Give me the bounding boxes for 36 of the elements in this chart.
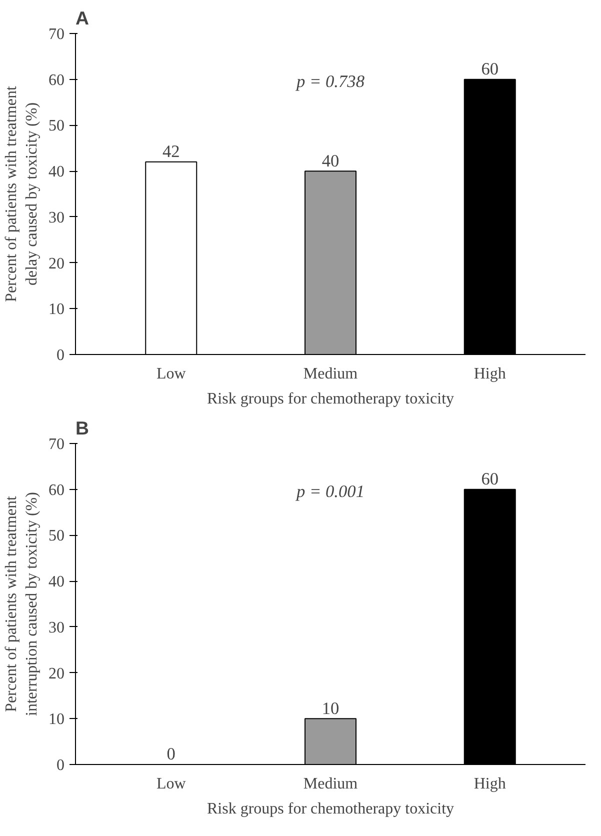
y-tick-label: 40 <box>48 164 64 181</box>
x-tick-label: Medium <box>303 366 358 382</box>
x-tick-label: Low <box>156 776 186 792</box>
data-label: 60 <box>481 60 499 79</box>
y-tick-label: 70 <box>48 26 64 43</box>
y-tick-label: 10 <box>48 711 64 728</box>
y-axis-title: Percent of patients with treatment delay caused by toxicity (%) <box>3 85 40 302</box>
y-tick-label: 50 <box>48 528 64 545</box>
data-label: 10 <box>322 698 340 718</box>
y-tick-label: 10 <box>48 301 64 318</box>
y-tick-label: 70 <box>48 436 64 453</box>
x-axis-title: Risk groups for chemotherapy toxicity <box>206 800 454 818</box>
x-axis-title: Risk groups for chemotherapy toxicity <box>206 390 454 408</box>
y-tick-label: 0 <box>56 757 64 774</box>
x-tick-label: Low <box>156 366 186 382</box>
chart-title: B <box>76 418 89 438</box>
x-tick-label: Medium <box>303 776 358 792</box>
x-tick-label: High <box>474 776 506 792</box>
data-label: 42 <box>162 142 180 162</box>
chart-title: A <box>76 8 89 28</box>
annotation: p = 0.001 <box>294 482 365 502</box>
x-tick-label: High <box>474 366 506 382</box>
y-tick-label: 50 <box>48 118 64 135</box>
y-tick-label: 30 <box>48 209 64 226</box>
data-label: 60 <box>481 470 499 489</box>
data-label: 0 <box>166 744 176 764</box>
annotation: p = 0.738 <box>294 72 365 92</box>
y-tick-label: 0 <box>56 347 64 364</box>
y-tick-label: 40 <box>48 574 64 591</box>
y-tick-label: 60 <box>48 482 64 499</box>
y-tick-label: 20 <box>48 665 64 682</box>
y-axis-title: Percent of patients with treatment interruption caused by toxicity (%) <box>3 492 40 716</box>
data-label: 40 <box>322 151 340 170</box>
y-tick-label: 60 <box>48 72 64 89</box>
y-tick-label: 30 <box>48 619 64 636</box>
y-tick-label: 20 <box>48 255 64 272</box>
